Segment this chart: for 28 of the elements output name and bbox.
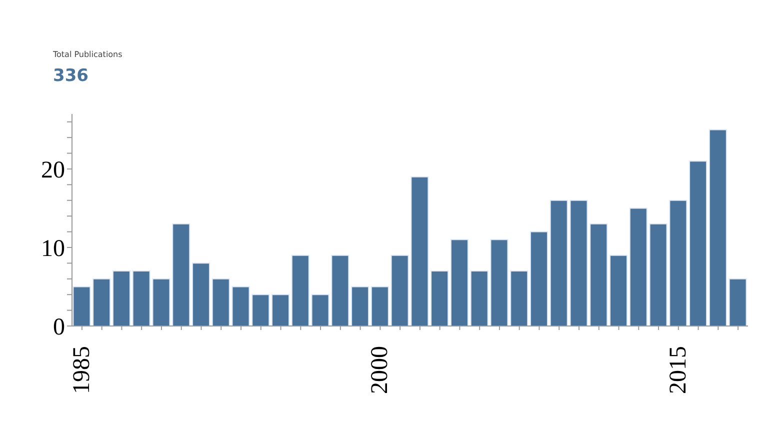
bar: [450, 239, 468, 326]
bar: [272, 294, 290, 326]
x-tick-label: 1985: [68, 346, 95, 394]
bar: [212, 278, 230, 326]
bar: [530, 231, 548, 326]
x-tick-label: 2015: [665, 346, 692, 394]
bar: [172, 223, 190, 326]
bar: [550, 200, 568, 326]
y-tick-label: 0: [53, 314, 65, 341]
bar: [689, 160, 708, 326]
chart-subtitle: 336: [53, 66, 88, 86]
bar: [610, 254, 628, 326]
bar: [72, 286, 91, 326]
bar: [629, 208, 648, 326]
bar: [291, 254, 310, 326]
bar: [112, 270, 130, 326]
bar: [192, 262, 210, 326]
bar: [728, 278, 747, 326]
bar: [92, 278, 111, 326]
bar: [708, 129, 727, 326]
x-tick-label: 2000: [367, 346, 394, 394]
chart-title: Total Publications: [53, 50, 122, 59]
bar: [351, 286, 370, 326]
bar: [430, 270, 449, 326]
bar: [510, 270, 528, 326]
y-tick-label: 20: [41, 157, 65, 184]
bar: [370, 286, 389, 326]
y-tick-label: 10: [41, 236, 65, 262]
